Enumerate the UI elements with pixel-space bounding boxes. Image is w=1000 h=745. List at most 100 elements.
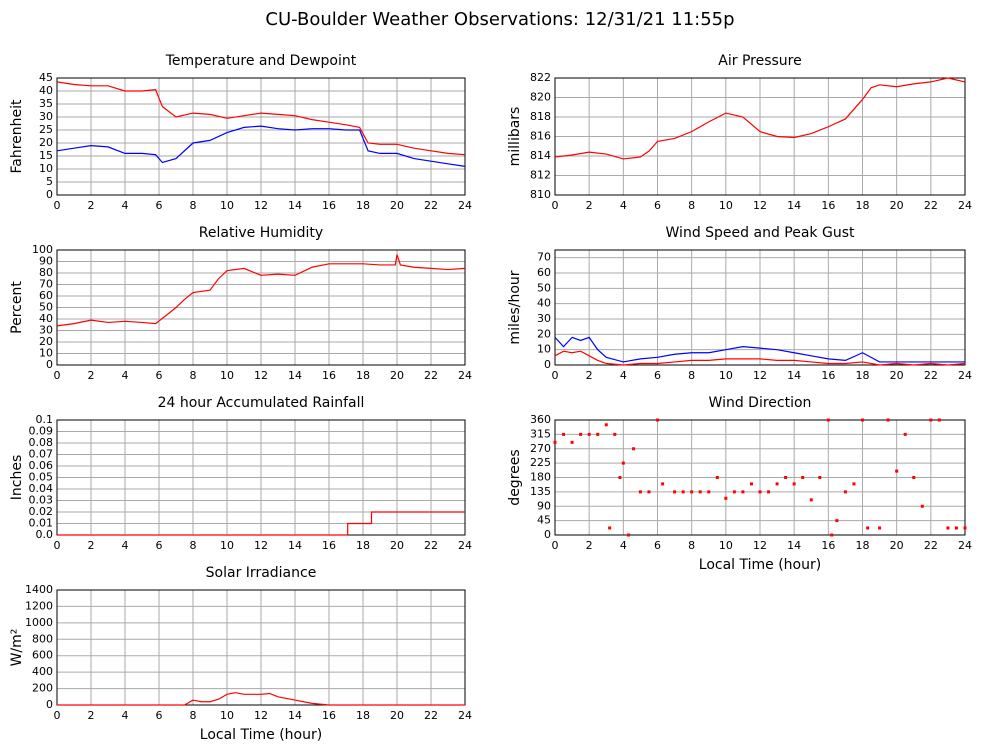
chart-title: Air Pressure <box>718 53 801 69</box>
plot-frame <box>56 249 466 366</box>
y-tick-label: 10 <box>39 347 53 360</box>
x-tick-label: 4 <box>122 199 129 212</box>
data-point <box>656 418 659 422</box>
x-tick-label: 0 <box>552 539 559 552</box>
y-tick-label: 0 <box>46 188 53 201</box>
x-tick-label: 16 <box>821 369 835 382</box>
x-tick-label: 2 <box>88 369 95 382</box>
x-tick-label: 16 <box>821 539 835 552</box>
page-title: CU-Boulder Weather Observations: 12/31/2… <box>265 9 734 30</box>
data-point <box>886 418 890 422</box>
data-point <box>587 432 591 436</box>
data-point <box>767 490 771 494</box>
y-tick-label: 180 <box>530 471 551 484</box>
y-tick-label: 812 <box>530 169 551 182</box>
x-tick-label: 6 <box>156 199 163 212</box>
x-tick-label: 0 <box>54 539 61 552</box>
data-point <box>784 476 788 479</box>
data-point <box>570 440 574 444</box>
y-tick-label: 0 <box>46 358 53 371</box>
y-tick-label: 820 <box>530 91 551 104</box>
x-tick-label: 22 <box>424 369 438 382</box>
x-tick-label: 8 <box>688 199 695 212</box>
data-point <box>608 526 612 530</box>
x-tick-label: 24 <box>958 199 972 212</box>
x-tick-label: 8 <box>190 199 197 212</box>
x-tick-label: 4 <box>122 539 129 552</box>
x-tick-label: 12 <box>254 709 268 722</box>
data-point <box>929 418 933 422</box>
y-tick-label: 10 <box>39 162 53 175</box>
y-tick-label: 40 <box>537 297 551 310</box>
y-tick-label: 80 <box>39 266 53 279</box>
y-tick-label: 40 <box>39 84 53 97</box>
y-tick-label: 0.02 <box>29 505 54 518</box>
y-tick-label: 0 <box>46 698 53 711</box>
x-tick-label: 10 <box>719 369 733 382</box>
plot-frame <box>56 589 466 706</box>
data-point <box>946 526 950 530</box>
y-tick-label: 0.1 <box>36 413 54 426</box>
x-tick-label: 24 <box>458 709 472 722</box>
x-tick-label: 20 <box>390 539 404 552</box>
x-tick-label: 10 <box>220 539 234 552</box>
y-tick-label: 50 <box>537 281 551 294</box>
x-tick-label: 22 <box>424 539 438 552</box>
x-tick-label: 0 <box>54 369 61 382</box>
data-point <box>673 490 677 494</box>
data-point <box>553 440 557 444</box>
data-point <box>954 526 958 530</box>
plot-frame <box>554 77 966 196</box>
y-tick-label: 30 <box>39 324 53 337</box>
x-tick-label: 22 <box>924 199 938 212</box>
x-tick-label: 10 <box>719 539 733 552</box>
data-point <box>861 418 864 422</box>
y-tick-label: 225 <box>530 456 551 469</box>
x-tick-label: 16 <box>322 369 336 382</box>
y-tick-label: 15 <box>39 149 53 162</box>
x-tick-label: 12 <box>753 539 767 552</box>
x-tick-label: 14 <box>787 369 801 382</box>
y-tick-label: 60 <box>39 289 53 302</box>
y-tick-label: 0.01 <box>29 517 54 530</box>
data-point <box>826 418 830 422</box>
y-tick-label: 70 <box>537 251 551 264</box>
x-tick-label: 12 <box>753 199 767 212</box>
y-tick-label: 20 <box>39 335 53 348</box>
x-tick-label: 22 <box>924 369 938 382</box>
x-tick-label: 14 <box>787 199 801 212</box>
data-point <box>661 482 665 486</box>
data-point <box>618 476 622 479</box>
data-point <box>866 526 870 530</box>
x-tick-label: 0 <box>54 709 61 722</box>
y-tick-label: 90 <box>537 499 551 512</box>
data-point <box>878 526 882 530</box>
x-tick-label: 16 <box>821 199 835 212</box>
chart-title: Solar Irradiance <box>206 565 317 581</box>
data-point <box>715 476 719 479</box>
x-tick-label: 20 <box>890 199 904 212</box>
x-tick-label: 24 <box>958 369 972 382</box>
x-tick-label: 12 <box>254 199 268 212</box>
data-point <box>903 432 907 436</box>
data-point <box>596 432 600 436</box>
x-tick-label: 6 <box>156 709 163 722</box>
x-tick-label: 8 <box>190 369 197 382</box>
x-tick-label: 16 <box>322 539 336 552</box>
data-line <box>56 125 466 167</box>
data-point <box>621 461 625 465</box>
plot-frame <box>554 249 966 366</box>
y-tick-label: 1000 <box>25 616 53 629</box>
y-tick-label: 360 <box>530 413 551 426</box>
x-tick-label: 2 <box>586 539 593 552</box>
x-tick-label: 18 <box>856 369 870 382</box>
x-tick-label: 2 <box>88 539 95 552</box>
y-tick-label: 810 <box>530 188 551 201</box>
y-tick-label: 0 <box>544 358 551 371</box>
y-tick-label: 45 <box>39 71 53 84</box>
chart-title: Wind Direction <box>709 395 812 411</box>
x-tick-label: 10 <box>220 369 234 382</box>
y-tick-label: 0.08 <box>29 436 54 449</box>
data-point <box>562 432 566 436</box>
